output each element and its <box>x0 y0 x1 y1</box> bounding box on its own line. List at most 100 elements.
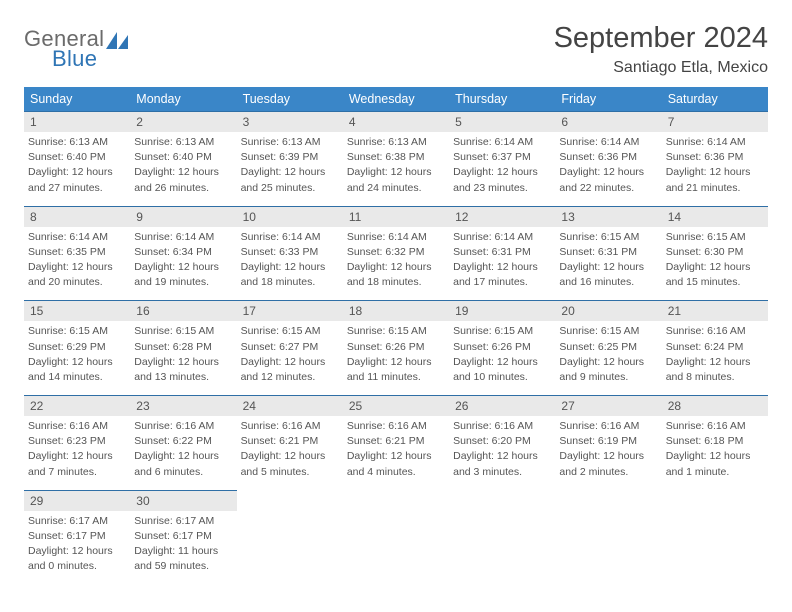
day-number: 6 <box>555 111 661 132</box>
day-cell: 2Sunrise: 6:13 AMSunset: 6:40 PMDaylight… <box>130 111 236 206</box>
day-line: Sunset: 6:25 PM <box>559 340 657 354</box>
day-line: Daylight: 12 hours <box>347 449 445 463</box>
day-line: Sunrise: 6:14 AM <box>241 230 339 244</box>
day-line: Sunrise: 6:15 AM <box>241 324 339 338</box>
day-line: Sunset: 6:34 PM <box>134 245 232 259</box>
day-cell: 25Sunrise: 6:16 AMSunset: 6:21 PMDayligh… <box>343 395 449 490</box>
day-line: Sunrise: 6:17 AM <box>28 514 126 528</box>
day-line: Daylight: 12 hours <box>134 165 232 179</box>
day-line: and 17 minutes. <box>453 275 551 289</box>
day-line: Sunset: 6:32 PM <box>347 245 445 259</box>
day-line: Sunset: 6:36 PM <box>666 150 764 164</box>
week-row: 29Sunrise: 6:17 AMSunset: 6:17 PMDayligh… <box>24 490 768 585</box>
day-details: Sunrise: 6:15 AMSunset: 6:29 PMDaylight:… <box>24 321 130 395</box>
day-line: and 14 minutes. <box>28 370 126 384</box>
day-number: 16 <box>130 300 236 321</box>
day-line: and 13 minutes. <box>134 370 232 384</box>
header: General Blue September 2024 Santiago Etl… <box>24 22 768 77</box>
dayname: Saturday <box>662 87 768 111</box>
week-row: 22 Sunrise: 6:16 AM Sunset: 6:23 PM Dayligh… <box>24 395 768 490</box>
day-details: Sunrise: 6:15 AMSunset: 6:25 PMDaylight:… <box>555 321 661 395</box>
day-details: Sunrise: 6:16 AMSunset: 6:20 PMDaylight:… <box>449 416 555 490</box>
day-line: Sunrise: 6:14 AM <box>453 135 551 149</box>
day-number: 9 <box>130 206 236 227</box>
day-number: 18 <box>343 300 449 321</box>
day-cell: 7 Sunrise: 6:14 AMSunset: 6:36 PMDaylight… <box>662 111 768 206</box>
day-number: 2 <box>130 111 236 132</box>
dayname: Monday <box>130 87 236 111</box>
calendar: SundayMondayTuesdayWednesdayThursdayFrid… <box>24 87 768 584</box>
day-details: Sunrise: 6:13 AMSunset: 6:40 PMDaylight:… <box>130 132 236 206</box>
day-line: and 22 minutes. <box>559 181 657 195</box>
day-line: Sunset: 6:35 PM <box>28 245 126 259</box>
day-details: Sunrise: 6:15 AMSunset: 6:31 PMDaylight:… <box>555 227 661 301</box>
day-line: and 11 minutes. <box>347 370 445 384</box>
day-cell: 10Sunrise: 6:14 AMSunset: 6:33 PMDayligh… <box>237 206 343 301</box>
title-block: September 2024 Santiago Etla, Mexico <box>554 22 768 77</box>
day-cell: 18Sunrise: 6:15 AMSunset: 6:26 PMDayligh… <box>343 300 449 395</box>
day-number: 22 <box>24 395 130 416</box>
day-cell: 4Sunrise: 6:13 AMSunset: 6:38 PMDaylight… <box>343 111 449 206</box>
day-number: 11 <box>343 206 449 227</box>
logo: General Blue <box>24 26 128 72</box>
day-line: Daylight: 12 hours <box>666 165 764 179</box>
day-line: Sunset: 6:23 PM <box>28 434 126 448</box>
day-line: Sunset: 6:17 PM <box>28 529 126 543</box>
day-number: 7 <box>662 111 768 132</box>
day-line: and 19 minutes. <box>134 275 232 289</box>
day-details: Sunrise: 6:14 AMSunset: 6:33 PMDaylight:… <box>237 227 343 301</box>
day-line: Sunset: 6:28 PM <box>134 340 232 354</box>
day-line: Daylight: 12 hours <box>28 544 126 558</box>
day-line: Daylight: 12 hours <box>559 449 657 463</box>
day-line: Sunset: 6:40 PM <box>134 150 232 164</box>
day-cell: 20Sunrise: 6:15 AMSunset: 6:25 PMDayligh… <box>555 300 661 395</box>
day-line: and 9 minutes. <box>559 370 657 384</box>
day-cell: 26Sunrise: 6:16 AMSunset: 6:20 PMDayligh… <box>449 395 555 490</box>
day-details: Sunrise: 6:14 AMSunset: 6:32 PMDaylight:… <box>343 227 449 301</box>
day-line: Sunrise: 6:16 AM <box>134 419 232 433</box>
day-line: and 27 minutes. <box>28 181 126 195</box>
day-details: Sunrise: 6:15 AMSunset: 6:26 PMDaylight:… <box>343 321 449 395</box>
day-cell: 9Sunrise: 6:14 AMSunset: 6:34 PMDaylight… <box>130 206 236 301</box>
dayname-row: SundayMondayTuesdayWednesdayThursdayFrid… <box>24 87 768 111</box>
day-line: Daylight: 12 hours <box>559 165 657 179</box>
day-line: Daylight: 12 hours <box>347 260 445 274</box>
day-number: 1 <box>24 111 130 132</box>
day-number: 12 <box>449 206 555 227</box>
day-line: Sunrise: 6:14 AM <box>134 230 232 244</box>
day-line: and 18 minutes. <box>347 275 445 289</box>
day-details: Sunrise: 6:15 AMSunset: 6:30 PMDaylight:… <box>662 227 768 301</box>
day-line: Sunset: 6:18 PM <box>666 434 764 448</box>
day-line: Daylight: 12 hours <box>347 165 445 179</box>
day-line: Sunset: 6:30 PM <box>666 245 764 259</box>
day-cell: .. <box>449 490 555 585</box>
day-cell: 24Sunrise: 6:16 AMSunset: 6:21 PMDayligh… <box>237 395 343 490</box>
dayname: Friday <box>555 87 661 111</box>
day-line: Daylight: 12 hours <box>453 260 551 274</box>
day-line: Daylight: 12 hours <box>453 165 551 179</box>
day-details: Sunrise: 6:16 AMSunset: 6:21 PMDaylight:… <box>237 416 343 490</box>
day-cell: 19Sunrise: 6:15 AMSunset: 6:26 PMDayligh… <box>449 300 555 395</box>
day-line: Daylight: 12 hours <box>134 355 232 369</box>
day-cell: .. <box>237 490 343 585</box>
day-cell: 27Sunrise: 6:16 AMSunset: 6:19 PMDayligh… <box>555 395 661 490</box>
day-line: Sunrise: 6:16 AM <box>241 419 339 433</box>
day-cell: 8Sunrise: 6:14 AMSunset: 6:35 PMDaylight… <box>24 206 130 301</box>
day-line: Sunrise: 6:15 AM <box>134 324 232 338</box>
day-number: 21 <box>662 300 768 321</box>
day-line: Sunset: 6:26 PM <box>453 340 551 354</box>
day-cell: 29Sunrise: 6:17 AMSunset: 6:17 PMDayligh… <box>24 490 130 585</box>
day-line: Sunset: 6:22 PM <box>134 434 232 448</box>
week-row: 1Sunrise: 6:13 AMSunset: 6:40 PMDaylight… <box>24 111 768 206</box>
day-line: Sunrise: 6:14 AM <box>347 230 445 244</box>
day-number: 3 <box>237 111 343 132</box>
day-cell: 12Sunrise: 6:14 AMSunset: 6:31 PMDayligh… <box>449 206 555 301</box>
day-line: Sunrise: 6:14 AM <box>666 135 764 149</box>
day-line: and 59 minutes. <box>134 559 232 573</box>
day-line: and 3 minutes. <box>453 465 551 479</box>
day-details: Sunrise: 6:13 AMSunset: 6:40 PMDaylight:… <box>24 132 130 206</box>
day-line: Sunrise: 6:16 AM <box>666 419 764 433</box>
day-number: 13 <box>555 206 661 227</box>
day-cell: 16 Sunrise: 6:15 AM Sunset: 6:28 PMDayligh… <box>130 300 236 395</box>
day-number: 4 <box>343 111 449 132</box>
